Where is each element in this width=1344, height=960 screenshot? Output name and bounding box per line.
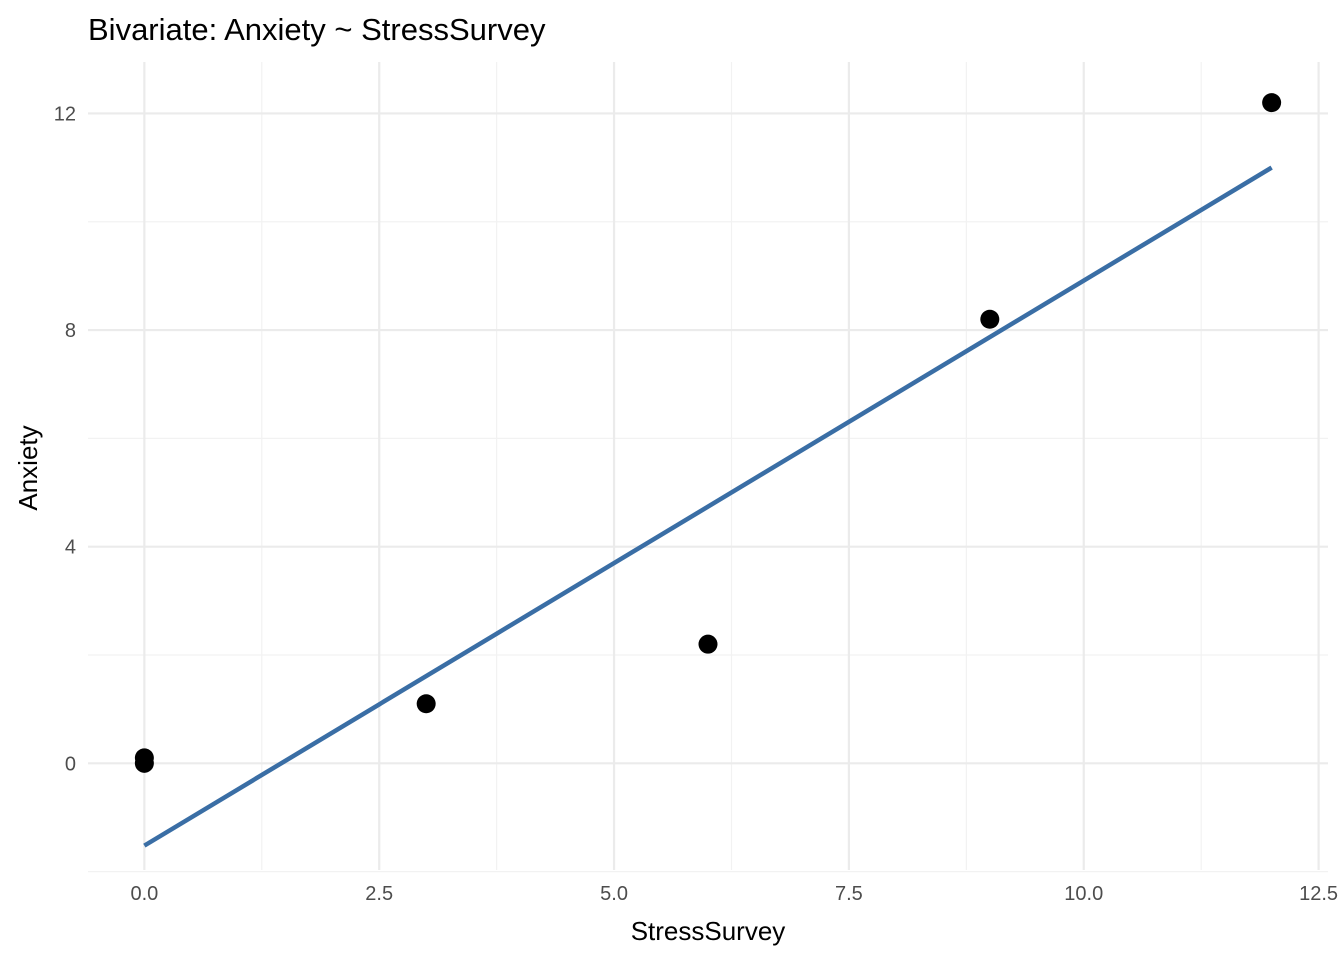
- y-tick-label: 12: [54, 103, 76, 125]
- data-point: [1262, 93, 1282, 113]
- y-tick-label: 0: [65, 753, 76, 775]
- chart-title: Bivariate: Anxiety ~ StressSurvey: [88, 12, 546, 47]
- x-tick-label: 5.0: [600, 883, 628, 905]
- x-tick-label: 7.5: [835, 883, 863, 905]
- y-axis-title: Anxiety: [13, 425, 43, 510]
- x-tick-label: 12.5: [1299, 883, 1338, 905]
- data-point: [134, 748, 154, 768]
- data-point: [698, 634, 718, 654]
- x-tick-label: 0.0: [130, 883, 158, 905]
- major-gridlines: [88, 62, 1328, 870]
- x-tick-label: 10.0: [1064, 883, 1103, 905]
- y-axis-tick-labels: 0 4 8 12: [54, 103, 76, 775]
- regression-line: [143, 165, 1273, 848]
- data-point: [980, 309, 1000, 329]
- x-axis-title: StressSurvey: [631, 916, 786, 946]
- x-tick-label: 2.5: [365, 883, 393, 905]
- y-tick-label: 8: [65, 320, 76, 342]
- data-point: [416, 694, 436, 714]
- y-tick-label: 4: [65, 537, 76, 559]
- fit-line-layer: [143, 165, 1273, 848]
- data-points-layer: [134, 93, 1282, 773]
- minor-gridlines: [88, 62, 1328, 873]
- x-axis-tick-labels: 0.0 2.5 5.0 7.5 10.0 12.5: [130, 883, 1338, 905]
